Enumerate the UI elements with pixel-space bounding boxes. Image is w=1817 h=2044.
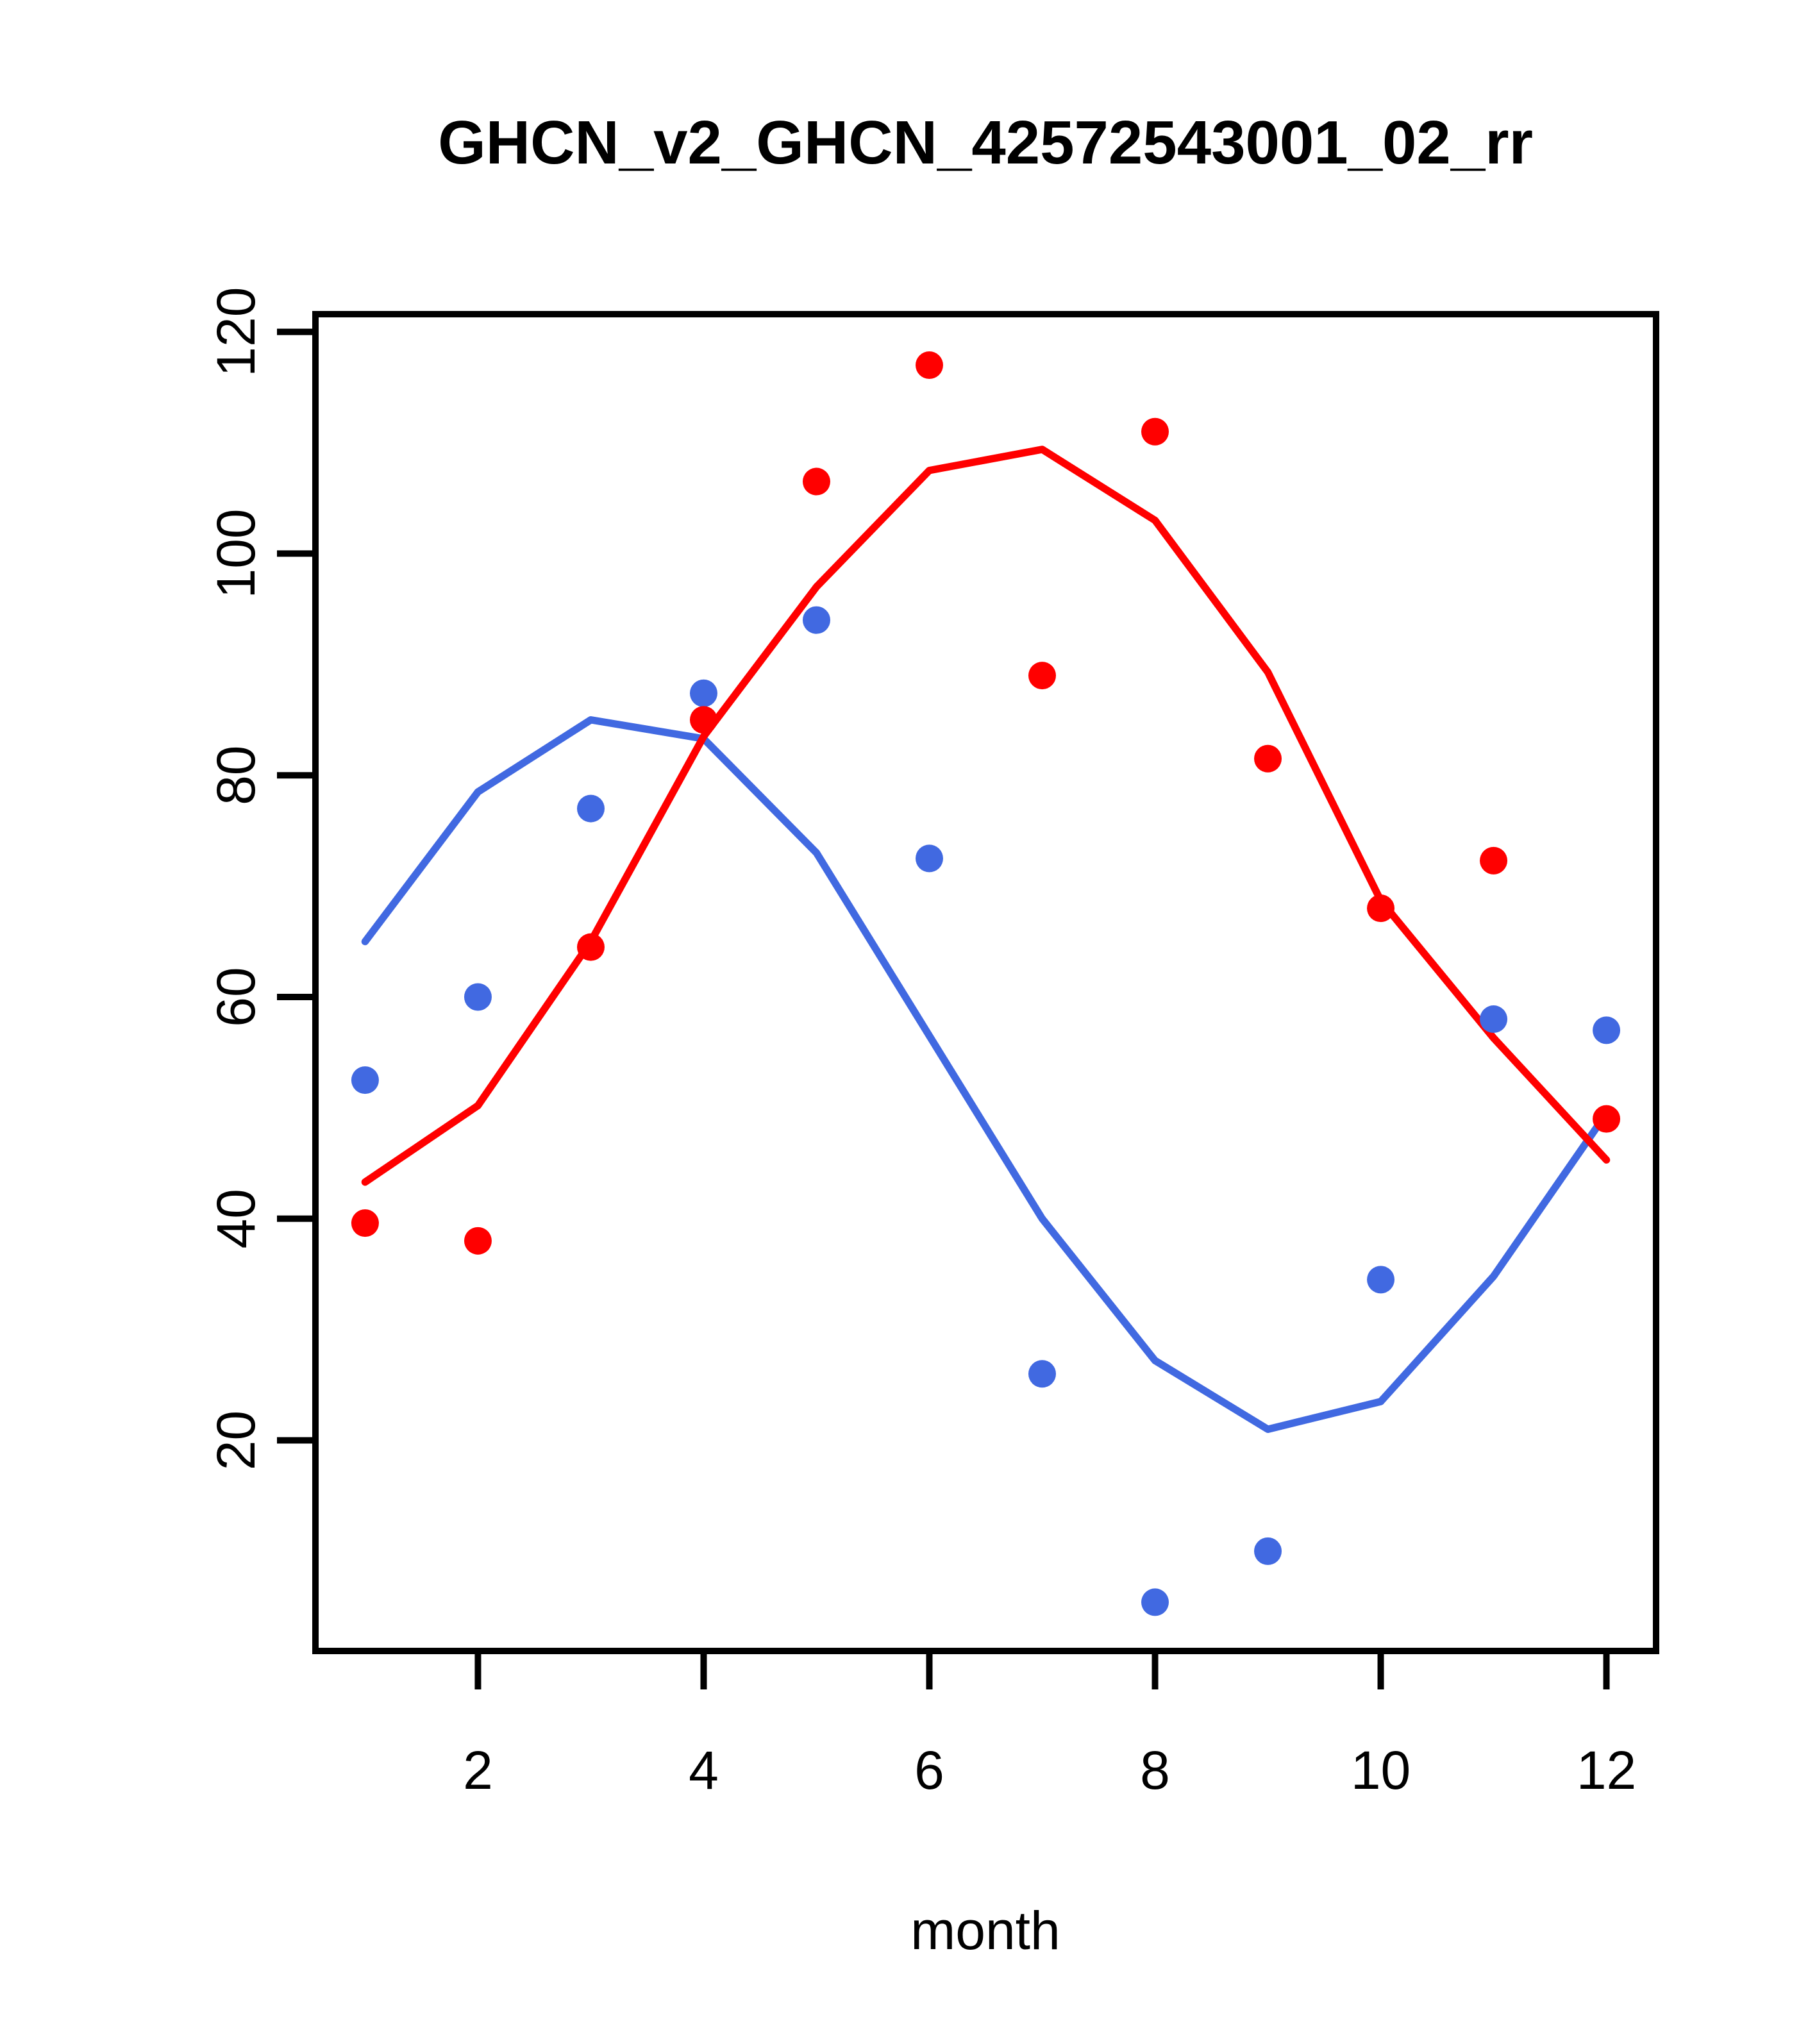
y-tick-label: 120 <box>206 287 266 377</box>
red-dot-m4 <box>689 706 717 734</box>
x-tick-label: 10 <box>1351 1740 1411 1800</box>
blue-dot-m10 <box>1367 1266 1395 1294</box>
red-dot-m12 <box>1593 1105 1621 1133</box>
x-axis-title: month <box>910 1900 1060 1961</box>
y-axis: 20 40 60 80 100 120 <box>206 287 315 1470</box>
red-dot-m10 <box>1367 894 1395 923</box>
blue-points-group <box>351 606 1621 1616</box>
plot-box <box>312 311 1659 1654</box>
blue-dot-m12 <box>1593 1016 1621 1044</box>
blue-dot-m1 <box>351 1066 379 1094</box>
red-smooth-line <box>361 446 1611 1186</box>
x-tick-label: 12 <box>1577 1740 1636 1800</box>
red-dot-m3 <box>576 933 605 961</box>
red-dot-m8 <box>1141 417 1169 446</box>
x-tick-label: 6 <box>914 1740 944 1800</box>
blue-dot-m2 <box>464 983 492 1011</box>
y-tick-label: 40 <box>206 1189 266 1248</box>
red-dot-m9 <box>1254 744 1282 773</box>
blue-dot-m11 <box>1480 1005 1508 1034</box>
red-points-group <box>351 351 1621 1255</box>
x-tick-label: 8 <box>1140 1740 1170 1800</box>
blue-dot-m9 <box>1254 1537 1282 1565</box>
series-lines <box>361 446 1611 1433</box>
blue-dot-m6 <box>915 844 943 873</box>
red-dot-m6 <box>915 351 943 380</box>
chart-title: GHCN_v2_GHCN_42572543001_02_rr <box>438 108 1533 177</box>
blue-dot-m3 <box>576 794 605 823</box>
x-tick-label: 4 <box>689 1740 719 1800</box>
blue-dot-m7 <box>1028 1360 1057 1388</box>
blue-smooth-line <box>361 716 1611 1433</box>
y-tick-label: 80 <box>206 745 266 805</box>
red-dot-m2 <box>464 1227 492 1255</box>
red-dot-m7 <box>1028 662 1057 690</box>
red-dot-m11 <box>1480 846 1508 875</box>
x-tick-label: 2 <box>463 1740 493 1800</box>
red-dot-m5 <box>802 467 830 496</box>
red-dot-m1 <box>351 1209 379 1237</box>
plot-box-group <box>312 311 1659 1654</box>
blue-dot-m8 <box>1141 1588 1169 1616</box>
x-axis: 2 4 6 8 10 12 <box>463 1651 1636 1800</box>
y-tick-label: 100 <box>206 508 266 598</box>
y-tick-label: 60 <box>206 967 266 1026</box>
series-points <box>351 351 1621 1616</box>
blue-dot-m5 <box>802 606 830 634</box>
y-tick-label: 20 <box>206 1411 266 1470</box>
blue-dot-m4 <box>689 679 717 707</box>
